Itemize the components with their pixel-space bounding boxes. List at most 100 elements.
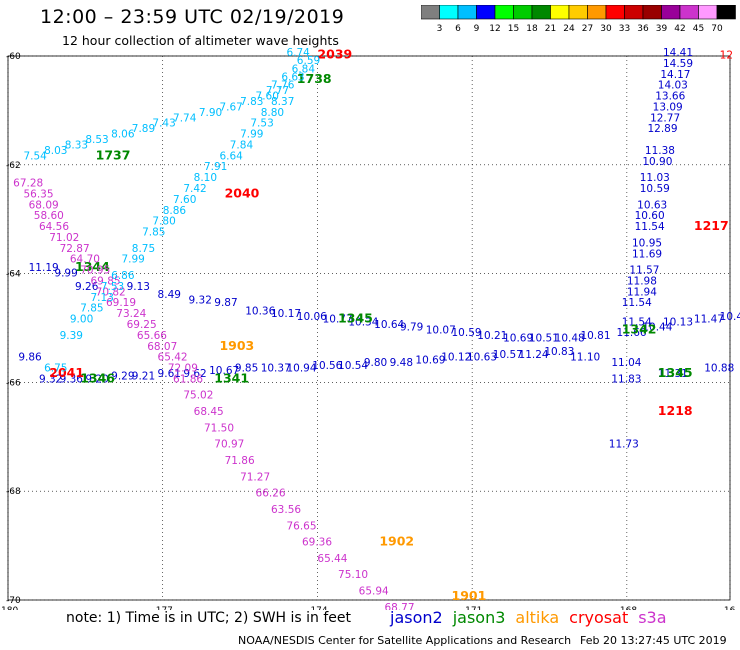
colorbar-label: 21	[545, 24, 556, 34]
wave-height-point: 9.86	[18, 352, 42, 364]
wave-height-point: 7.74	[173, 112, 197, 124]
x-tick-label: -177	[152, 606, 172, 610]
series-jason2: 9.869.329.36 9.20 9.299.21 9.61 9.62 10.679.8…	[18, 47, 740, 451]
colorbar-label: 30	[600, 24, 612, 34]
wave-height-point: 9.21	[132, 371, 155, 383]
wave-height-point: 69.25	[127, 319, 157, 331]
satellite-legend: jason2 jason3 altika cryosat s3a	[390, 608, 677, 627]
wave-height-point: 8.86	[163, 205, 187, 217]
wave-height-point: 8.03	[44, 145, 67, 157]
pass-time-label: 2041	[49, 365, 84, 380]
wave-height-point: 10.36	[245, 305, 275, 317]
wave-height-point: 10.81	[580, 330, 610, 342]
pass-time-label: 1903	[219, 338, 254, 353]
wave-height-point: 11.03	[640, 172, 670, 184]
wave-height-point: 13.66	[655, 91, 685, 103]
colorbar-label: 9	[474, 24, 480, 34]
wave-height-point: 10.48	[555, 333, 585, 345]
wave-height-point: 10.69	[415, 354, 445, 366]
wave-height-point: 12.89	[647, 123, 677, 135]
wave-height-point: 11.10	[570, 352, 600, 364]
pass-time-label: 1901	[452, 588, 487, 603]
wave-height-point: 75.10	[338, 569, 368, 581]
wave-height-point: 71.27	[240, 471, 270, 483]
wave-height-point: 7.99	[121, 254, 144, 266]
wave-height-point: 68.45	[194, 406, 224, 418]
wave-height-point: 8.33	[65, 139, 88, 151]
series-jason3: 1344 1345 1738 1737 1341 1346 1345 1342	[75, 71, 693, 385]
credit-text: NOAA/NESDIS Center for Satellite Applica…	[238, 634, 572, 647]
wave-height-point: 76.65	[286, 520, 316, 532]
wave-height-point: 11.54	[622, 316, 652, 328]
colorbar-label: 18	[526, 24, 538, 34]
colorbar-label: 24	[563, 24, 575, 34]
wave-height-point: 64.56	[39, 221, 69, 233]
pass-time-label: 1218	[658, 403, 693, 418]
series-altika: 1903 1902 1901	[219, 338, 486, 603]
wave-height-point: 65.94	[359, 586, 389, 598]
y-tick-label: -66	[6, 378, 21, 388]
wave-height-point: 7.77	[266, 85, 289, 97]
wave-height-point: 71.50	[204, 422, 234, 434]
wave-height-point: 7.85	[142, 227, 165, 239]
series-jason2-north: 7.548.038.338.53 8.067.897.437.74 7.907.67…	[23, 47, 320, 375]
wave-height-point: 7.42	[183, 183, 206, 195]
wave-height-point: 10.64	[374, 319, 404, 331]
wave-height-point: 71.02	[49, 232, 79, 244]
wave-height-point: 69.19	[106, 297, 136, 309]
y-tick-label: -60	[6, 52, 21, 62]
wave-height-point: 56.35	[23, 188, 53, 200]
wave-height-point: 9.61	[158, 368, 181, 380]
wave-height-point: 9.79	[400, 322, 423, 334]
wave-height-point: 10.88	[704, 363, 734, 375]
wave-height-point: 7.43	[152, 118, 175, 130]
wave-height-point: 11.24	[519, 349, 549, 361]
colorbar-label: 33	[619, 24, 630, 34]
wave-height-point: 11.69	[632, 248, 662, 260]
pass-time-label: 1738	[297, 71, 332, 86]
wave-height-point: 10.59	[640, 183, 670, 195]
wave-height-point: 7.53	[101, 281, 124, 293]
wave-height-point: 7.76	[271, 80, 295, 92]
wave-height-point: 13.09	[653, 101, 683, 113]
wave-height-point: 9.62	[183, 368, 206, 380]
wave-height-point: 70.97	[214, 439, 244, 451]
colorbar-label: 27	[582, 24, 593, 34]
pass-time-label: 1737	[96, 147, 131, 162]
wave-height-point: 11.73	[609, 439, 639, 451]
colorbar-label: 42	[674, 24, 685, 34]
wave-height-point: 6.75	[44, 363, 67, 375]
wave-height-point: 7.99	[240, 129, 263, 141]
wave-height-point: 10.07	[426, 324, 456, 336]
pass-time-label: 1345	[338, 311, 373, 326]
wave-height-point: 69.36	[302, 537, 332, 549]
colorbar-label: 70	[711, 24, 723, 34]
wave-height-point: 6.74	[286, 47, 310, 59]
colorbar-label: 39	[656, 24, 668, 34]
wave-height-point: 10.95	[632, 237, 662, 249]
legend-item-altika: altika	[515, 608, 560, 627]
pass-time-label: 1342	[622, 321, 657, 336]
colorbar-label: 15	[508, 24, 519, 34]
wave-height-point: 65.42	[158, 352, 188, 364]
wave-height-point: 8.37	[271, 96, 294, 108]
wave-height-point: 10.63	[467, 352, 497, 364]
wave-height-point: 14.59	[663, 58, 693, 70]
wave-height-point: 10.21	[477, 330, 507, 342]
wave-height-point: 11.47	[694, 314, 724, 326]
wave-height-point: 68.09	[29, 199, 59, 211]
wave-height-point: 10.44	[642, 322, 672, 334]
wave-height-point: 10.67	[209, 365, 239, 377]
wave-height-point: 10.59	[452, 327, 482, 339]
wave-height-point: 9.32	[39, 373, 62, 385]
wave-height-point: 9.39	[60, 330, 83, 342]
wave-height-point: 9.00	[70, 314, 93, 326]
wave-height-point: 10.57	[493, 349, 523, 361]
wave-height-point: 11.19	[29, 262, 59, 274]
wave-height-point: 7.90	[199, 107, 222, 119]
wave-height-point: 75.02	[183, 390, 213, 402]
wave-height-point: 72.87	[60, 243, 90, 255]
wave-height-point: 9.20	[85, 373, 108, 385]
wave-height-point: 12	[720, 50, 733, 62]
wave-height-point: 10.83	[544, 346, 574, 358]
